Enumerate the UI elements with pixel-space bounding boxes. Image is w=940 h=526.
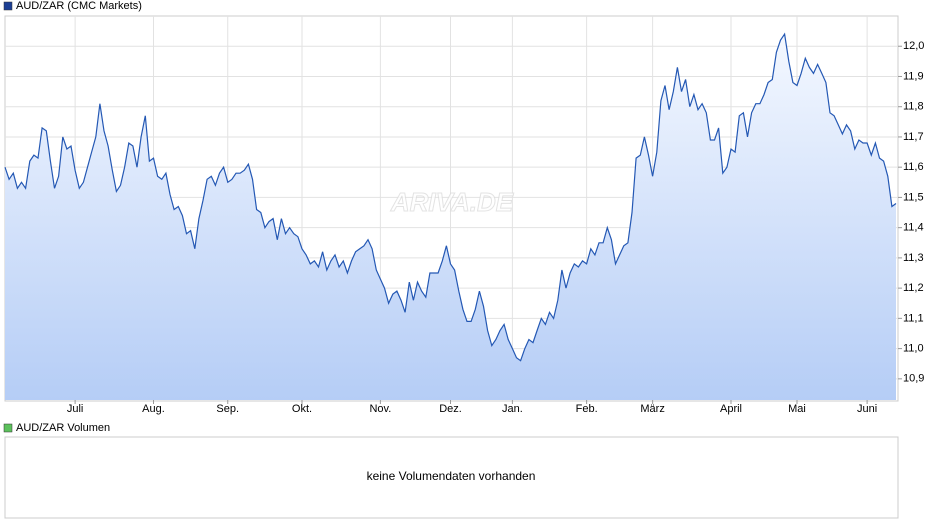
volume-message: keine Volumendaten vorhanden xyxy=(367,469,536,483)
y-tick-label: 11,0 xyxy=(903,343,924,355)
x-tick-label: März xyxy=(640,403,664,415)
legend-swatch xyxy=(3,423,13,433)
y-tick-label: 11,3 xyxy=(903,252,924,264)
x-tick-label: Jan. xyxy=(502,403,523,415)
legend-swatch xyxy=(3,1,13,11)
volume-frame xyxy=(4,436,899,519)
y-tick-label: 11,6 xyxy=(903,161,924,173)
x-tick-label: Nov. xyxy=(369,403,391,415)
x-tick-label: Mai xyxy=(788,403,806,415)
line xyxy=(4,32,897,362)
y-tick-label: 11,9 xyxy=(903,70,924,82)
y-tick-label: 11,5 xyxy=(903,191,924,203)
area xyxy=(5,34,896,400)
watermark: ARIVA.DE xyxy=(390,187,514,217)
x-tick-label: April xyxy=(720,403,742,415)
x-tick-label: Sep. xyxy=(216,403,239,415)
y-tick-label: 11,8 xyxy=(903,101,924,113)
y-tick-label: 11,1 xyxy=(903,312,924,324)
legend-label: AUD/ZAR Volumen xyxy=(16,422,110,434)
y-tick-label: 10,9 xyxy=(903,373,924,385)
y-tick-label: 11,4 xyxy=(903,222,924,234)
x-tick-label: Juli xyxy=(67,403,84,415)
x-tick-label: Dez. xyxy=(439,403,462,415)
y-tick-label: 12,0 xyxy=(903,40,924,52)
legend-label: AUD/ZAR (CMC Markets) xyxy=(16,0,142,12)
x-tick-label: Aug. xyxy=(142,403,165,415)
x-tick-label: Okt. xyxy=(292,403,312,415)
y-tick-label: 11,2 xyxy=(903,282,924,294)
x-tick-label: Feb. xyxy=(576,403,598,415)
x-tick-label: Juni xyxy=(857,403,877,415)
y-tick-label: 11,7 xyxy=(903,131,924,143)
